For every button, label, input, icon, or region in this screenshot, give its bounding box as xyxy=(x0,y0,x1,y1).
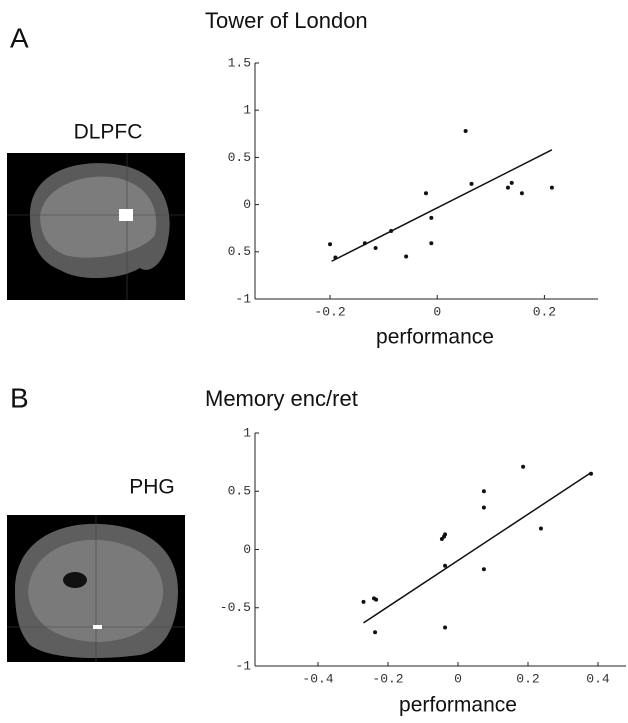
x-tick-label: -0.2 xyxy=(372,671,403,686)
data-point xyxy=(550,186,554,190)
data-point xyxy=(443,626,447,630)
x-tick-label: 0.4 xyxy=(586,671,610,686)
x-axis-label: performance xyxy=(399,694,517,717)
regression-line xyxy=(332,150,552,261)
brain-image-a xyxy=(7,153,185,300)
data-point xyxy=(464,129,468,133)
y-tick-label: 1 xyxy=(243,103,251,118)
region-label: PHG xyxy=(129,476,175,499)
regression-line xyxy=(364,473,592,623)
y-tick-label: -1 xyxy=(235,291,251,306)
x-tick-label: 0 xyxy=(454,671,462,686)
data-point xyxy=(362,600,366,604)
data-point xyxy=(521,465,525,469)
data-point xyxy=(482,506,486,510)
x-tick-label: 0.2 xyxy=(533,304,556,319)
y-tick-label: -1 xyxy=(235,658,251,673)
data-point xyxy=(374,598,378,602)
chart-title: Tower of London xyxy=(205,8,368,33)
panel-label: B xyxy=(10,382,29,413)
y-tick-label: 0.5 xyxy=(228,244,251,259)
x-axis-label: performance xyxy=(376,326,494,349)
data-point xyxy=(510,181,514,185)
data-point xyxy=(506,186,510,190)
data-point xyxy=(328,242,332,246)
data-point xyxy=(404,255,408,259)
y-tick-label: -0.5 xyxy=(220,600,251,615)
data-point xyxy=(424,191,428,195)
panel-label: A xyxy=(10,22,29,53)
x-tick-label: -0.2 xyxy=(314,304,345,319)
region-label: DLPFC xyxy=(74,121,143,144)
y-tick-label: 1 xyxy=(243,425,251,440)
data-point xyxy=(373,630,377,634)
data-point xyxy=(520,191,524,195)
data-point xyxy=(429,216,433,220)
x-tick-label: 0.2 xyxy=(516,671,539,686)
brain-image-b xyxy=(7,515,185,662)
figure: A DLPFC Tower of London performance -1 0.5 0 0.… xyxy=(0,0,628,723)
x-tick-label: -0.4 xyxy=(302,671,333,686)
data-point xyxy=(470,182,474,186)
y-tick-label: 0.5 xyxy=(228,484,251,499)
y-tick-label: 0 xyxy=(243,542,251,557)
y-tick-label: 0.5 xyxy=(228,150,251,165)
data-point xyxy=(429,241,433,245)
chart-title: Memory enc/ret xyxy=(205,386,358,411)
y-tick-label: 0 xyxy=(243,197,251,212)
y-tick-label: 1.5 xyxy=(228,55,251,70)
data-point xyxy=(482,489,486,493)
data-point xyxy=(482,567,486,571)
data-point xyxy=(374,246,378,250)
data-point xyxy=(443,532,447,536)
x-tick-label: 0 xyxy=(433,304,441,319)
data-point xyxy=(539,527,543,531)
